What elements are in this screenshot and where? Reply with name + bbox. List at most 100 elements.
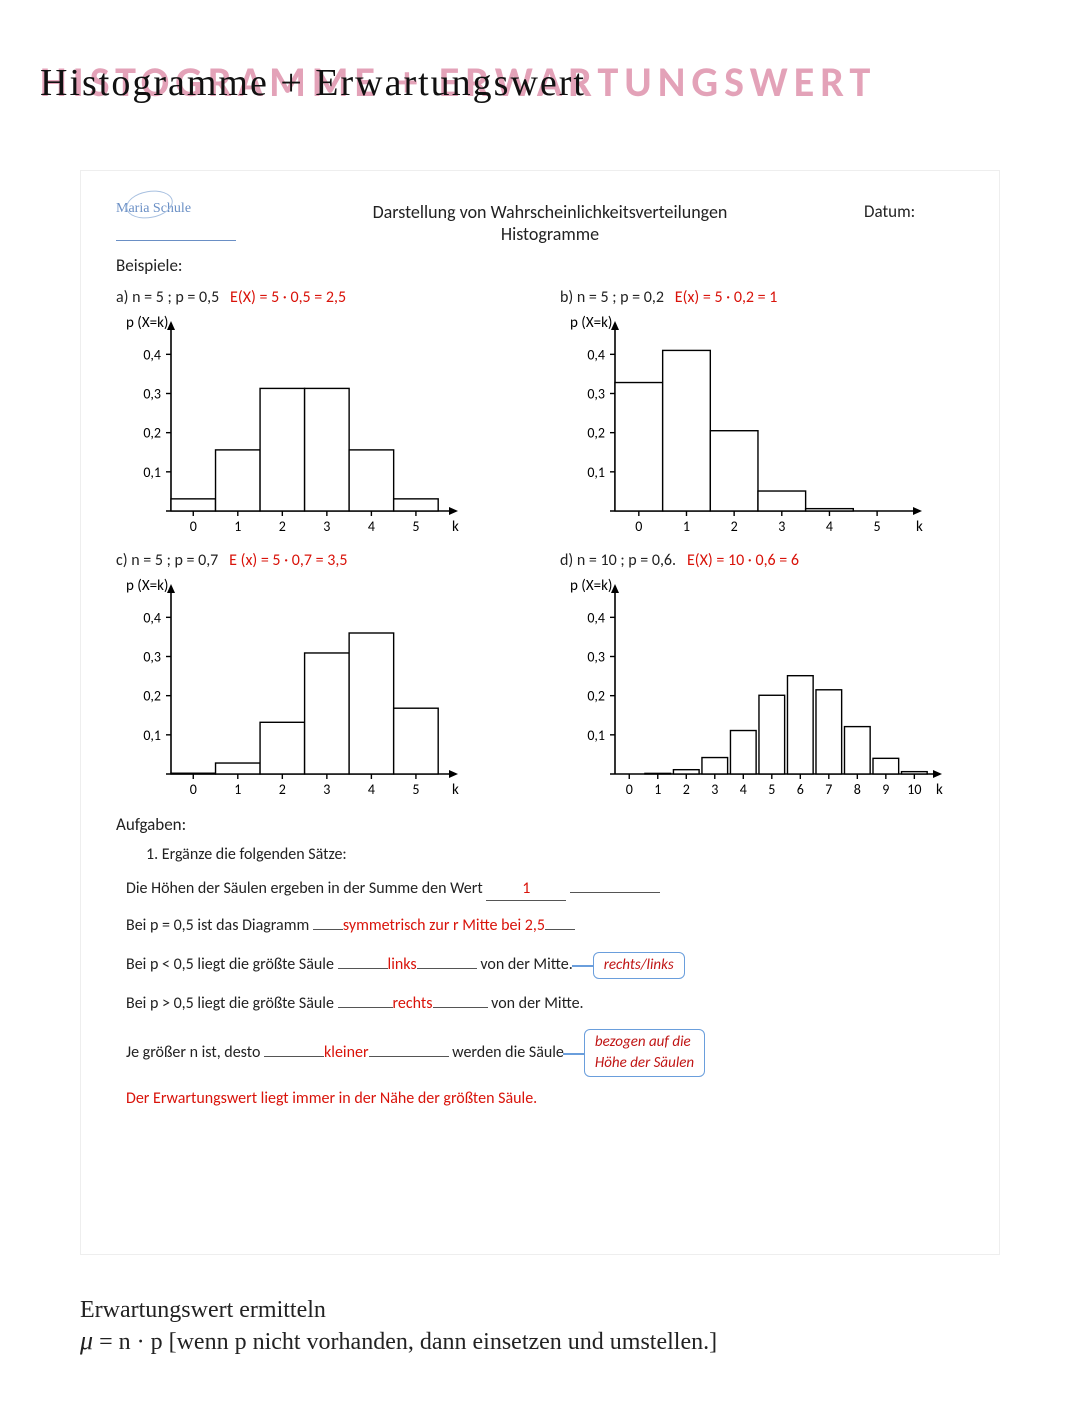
svg-text:0,1: 0,1: [587, 464, 605, 481]
svg-text:p (X=k): p (X=k): [126, 577, 168, 595]
svg-text:6: 6: [797, 781, 804, 798]
svg-text:k: k: [452, 518, 459, 536]
date-label: Datum:: [864, 201, 964, 222]
blank: [417, 968, 477, 969]
svg-text:4: 4: [368, 781, 375, 798]
svg-text:0,2: 0,2: [143, 425, 161, 442]
svg-text:p (X=k): p (X=k): [126, 314, 168, 332]
fill-text: links: [388, 955, 417, 974]
fill-line-4: Bei p > 0,5 liegt die größte Säule recht…: [126, 993, 964, 1015]
fill-text: symmetrisch zur r Mitte bei 2,5: [343, 916, 545, 935]
svg-text:9: 9: [882, 781, 889, 798]
svg-text:0,1: 0,1: [143, 727, 161, 744]
svg-text:2: 2: [279, 518, 286, 535]
svg-text:2: 2: [731, 518, 738, 535]
svg-text:4: 4: [740, 781, 747, 798]
page-title-band: HISTOGRAMME + ERWARTUNGSWERT Histogramme…: [40, 55, 1040, 115]
text: Je größer n ist, desto: [126, 1043, 264, 1062]
text: von der Mitte.: [491, 994, 583, 1013]
svg-text:8: 8: [854, 781, 861, 798]
blank-pre: [313, 929, 343, 930]
bottom-line-1: Erwartungswert ermitteln: [80, 1295, 717, 1325]
charts-grid: a) n = 5 ; p = 0,5 E(X) = 5 · 0,5 = 2,5 0…: [116, 288, 964, 804]
svg-text:0,3: 0,3: [587, 386, 605, 403]
svg-text:0,2: 0,2: [587, 425, 605, 442]
svg-text:0,4: 0,4: [587, 346, 605, 363]
chart-caption: c) n = 5 ; p = 0,7 E (x) = 5 · 0,7 = 3,5: [116, 551, 520, 570]
text: Bei p = 0,5 ist das Diagramm: [126, 916, 313, 935]
chart-block: d) n = 10 ; p = 0,6. E(X) = 10 · 0,6 = 6…: [560, 551, 964, 804]
histogram-svg: 0,10,20,30,4p (X=k)012345678910k: [560, 574, 960, 804]
svg-text:1: 1: [234, 518, 241, 535]
svg-text:0,4: 0,4: [143, 346, 161, 363]
fill-text: rechts: [393, 994, 433, 1013]
svg-text:3: 3: [711, 781, 718, 798]
svg-text:0: 0: [190, 781, 197, 798]
svg-text:5: 5: [768, 781, 775, 798]
bottom-line-2: μ = n · p [wenn p nicht vorhanden, dann …: [80, 1325, 717, 1358]
svg-text:4: 4: [826, 518, 833, 535]
sheet-title: Darstellung von Wahrscheinlichkeitsverte…: [236, 201, 864, 245]
histogram-svg: 0,10,20,30,4p (X=k)012345k: [560, 311, 940, 541]
callout-hoehe: bezogen auf die Höhe der Säulen: [584, 1029, 705, 1077]
blank: [369, 1056, 449, 1057]
histogram-svg: 0,10,20,30,4p (X=k)012345k: [116, 574, 476, 804]
logo: Maria Schule: [116, 201, 236, 241]
fill-text: kleiner: [324, 1043, 369, 1062]
blank: 1: [486, 878, 566, 901]
svg-text:7: 7: [825, 781, 832, 798]
text: Bei p < 0,5 liegt die größte Säule: [126, 955, 338, 974]
svg-text:2: 2: [683, 781, 690, 798]
svg-text:1: 1: [654, 781, 661, 798]
callout-rechts-links: rechts/links: [593, 952, 685, 979]
svg-text:10: 10: [907, 781, 921, 798]
blank: [264, 1056, 324, 1057]
fill-line-5: Je größer n ist, desto kleiner werden di…: [126, 1029, 964, 1077]
svg-text:0,3: 0,3: [587, 649, 605, 666]
chart-caption: a) n = 5 ; p = 0,5 E(X) = 5 · 0,5 = 2,5: [116, 288, 520, 307]
svg-text:2: 2: [279, 781, 286, 798]
svg-text:0: 0: [635, 518, 642, 535]
svg-text:0,4: 0,4: [143, 609, 161, 626]
svg-text:k: k: [452, 781, 459, 799]
chart-caption: d) n = 10 ; p = 0,6. E(X) = 10 · 0,6 = 6: [560, 551, 964, 570]
svg-text:3: 3: [323, 781, 330, 798]
examples-label: Beispiele:: [116, 255, 964, 276]
worksheet-sheet: Maria Schule Darstellung von Wahrscheinl…: [80, 170, 1000, 1255]
sheet-title-main: Darstellung von Wahrscheinlichkeitsverte…: [236, 201, 864, 223]
svg-text:0: 0: [190, 518, 197, 535]
blank-extra: [570, 892, 660, 893]
svg-text:5: 5: [412, 518, 419, 535]
svg-text:0,1: 0,1: [587, 727, 605, 744]
text: werden die Säule: [452, 1043, 564, 1062]
svg-text:4: 4: [368, 518, 375, 535]
svg-text:0,4: 0,4: [587, 609, 605, 626]
blank: [338, 1007, 393, 1008]
svg-text:0,3: 0,3: [143, 386, 161, 403]
svg-text:0,3: 0,3: [143, 649, 161, 666]
svg-text:p (X=k): p (X=k): [570, 314, 612, 332]
fill-line-2: Bei p = 0,5 ist das Diagramm symmetrisch…: [126, 915, 964, 937]
chart-block: c) n = 5 ; p = 0,7 E (x) = 5 · 0,7 = 3,5…: [116, 551, 520, 804]
tasks-label: Aufgaben:: [116, 814, 964, 835]
chart-block: a) n = 5 ; p = 0,5 E(X) = 5 · 0,5 = 2,5 0…: [116, 288, 520, 541]
svg-text:0: 0: [626, 781, 633, 798]
text: von der Mitte.: [480, 955, 572, 974]
blank: [433, 1007, 488, 1008]
blank: [338, 968, 388, 969]
svg-text:3: 3: [778, 518, 785, 535]
blank-post: [545, 929, 575, 930]
bottom-handwriting: Erwartungswert ermitteln μ = n · p [wenn…: [80, 1295, 717, 1358]
svg-text:k: k: [916, 518, 923, 536]
svg-text:0,2: 0,2: [587, 688, 605, 705]
svg-text:0,1: 0,1: [143, 464, 161, 481]
fill-line-1: Die Höhen der Säulen ergeben in der Summ…: [126, 878, 964, 901]
sheet-header-row: Maria Schule Darstellung von Wahrscheinl…: [116, 201, 964, 245]
svg-text:5: 5: [412, 781, 419, 798]
histogram-svg: 0,1 0,2 0,3 0,4 p (X=k) 0 1 2 3 4 5 k: [116, 311, 476, 541]
text: Bei p > 0,5 liegt die größte Säule: [126, 994, 338, 1013]
svg-text:3: 3: [323, 518, 330, 535]
fill-line-3: Bei p < 0,5 liegt die größte Säule links…: [126, 952, 964, 979]
svg-text:p (X=k): p (X=k): [570, 577, 612, 595]
title-script: Histogramme + Erwartungswert: [40, 61, 586, 105]
